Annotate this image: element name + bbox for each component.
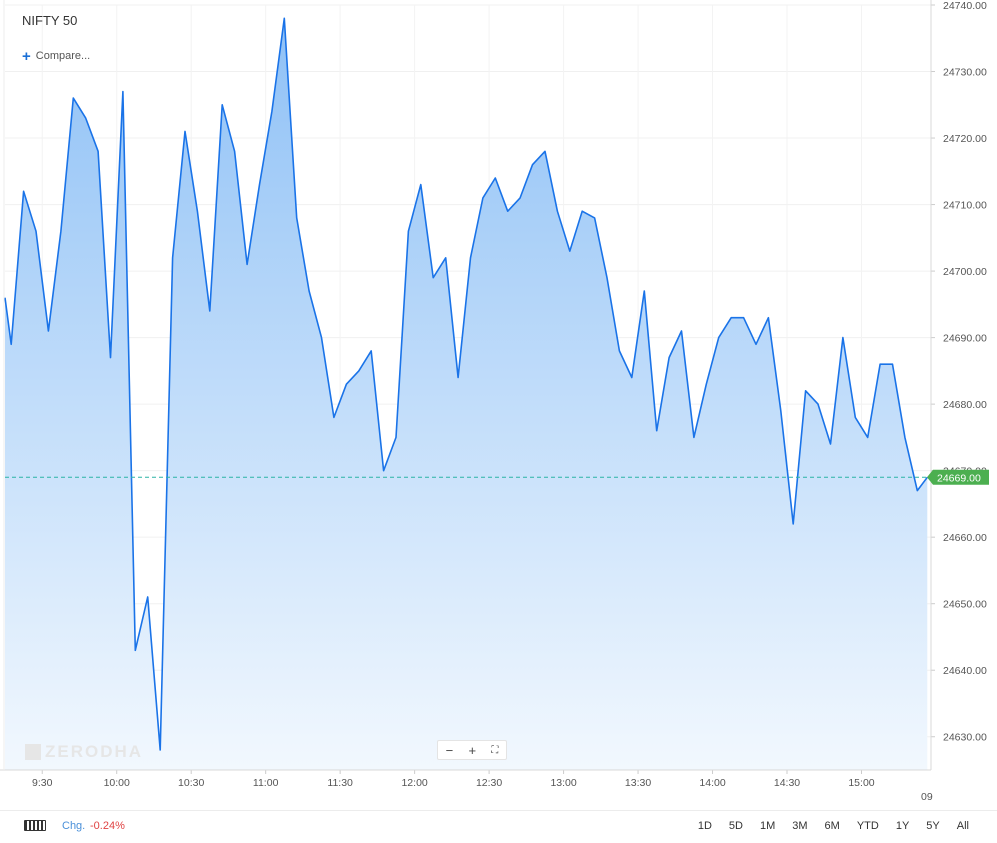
period-5d[interactable]: 5D — [728, 820, 743, 832]
x-tick-label: 15:00 — [848, 777, 874, 789]
area-fill — [5, 18, 928, 771]
footer-bar: Chg. -0.24% 1D 5D 1M 3M 6M YTD 1Y 5Y All — [0, 810, 997, 843]
y-tick-label: 24740.00 — [943, 0, 987, 12]
price-chart[interactable]: 24630.0024640.0024650.0024660.0024670.00… — [0, 0, 997, 810]
y-tick-label: 24660.00 — [943, 532, 987, 544]
x-tick-label: 12:00 — [401, 777, 427, 789]
y-tick-label: 24630.00 — [943, 732, 987, 744]
period-5y[interactable]: 5Y — [926, 820, 940, 832]
y-tick-label: 24690.00 — [943, 333, 987, 345]
x-tick-label: 10:00 — [104, 777, 130, 789]
period-selector: 1D 5D 1M 3M 6M YTD 1Y 5Y All — [681, 820, 969, 832]
zoom-in-button[interactable]: + — [468, 742, 477, 758]
watermark-text: ZERODHA — [45, 742, 144, 761]
date-label: 09 — [921, 791, 933, 803]
period-3m[interactable]: 3M — [792, 820, 808, 832]
y-tick-label: 24730.00 — [943, 67, 987, 79]
chart-svg[interactable]: 24630.0024640.0024650.0024660.0024670.00… — [0, 0, 997, 810]
period-all[interactable]: All — [956, 820, 969, 832]
keyboard-icon[interactable] — [24, 820, 46, 831]
plus-icon: + — [22, 47, 31, 65]
zerodha-watermark: ZERODHA — [25, 742, 143, 762]
change-value: -0.24% — [90, 820, 125, 832]
period-1d[interactable]: 1D — [697, 820, 712, 832]
x-tick-label: 11:00 — [253, 777, 279, 789]
x-tick-label: 14:00 — [699, 777, 725, 789]
period-1y[interactable]: 1Y — [895, 820, 910, 832]
zerodha-logo-icon — [25, 744, 41, 760]
x-tick-label: 13:30 — [625, 777, 651, 789]
period-1m[interactable]: 1M — [759, 820, 776, 832]
fullscreen-icon[interactable]: ⛶ — [491, 744, 499, 756]
compare-label: Compare... — [35, 50, 91, 62]
period-6m[interactable]: 6M — [824, 820, 840, 832]
x-tick-label: 13:00 — [550, 777, 576, 789]
y-tick-label: 24720.00 — [943, 133, 987, 145]
y-tick-label: 24680.00 — [943, 399, 987, 411]
x-tick-label: 12:30 — [476, 777, 502, 789]
zoom-out-button[interactable]: − — [445, 742, 454, 758]
change-label: Chg. — [62, 820, 86, 832]
x-tick-label: 10:30 — [178, 777, 204, 789]
x-tick-label: 11:30 — [327, 777, 353, 789]
x-tick-label: 9:30 — [32, 777, 53, 789]
current-price-badge — [927, 469, 989, 485]
y-tick-label: 24710.00 — [943, 200, 987, 212]
series-line — [4, 17, 928, 751]
y-tick-label: 24640.00 — [943, 665, 987, 677]
y-tick-label: 24650.00 — [943, 599, 987, 611]
period-ytd[interactable]: YTD — [856, 820, 879, 832]
y-tick-label: 24700.00 — [943, 266, 987, 278]
compare-button[interactable]: + Compare... — [22, 47, 91, 65]
zoom-controls: − + ⛶ — [437, 740, 507, 760]
chart-title: NIFTY 50 — [22, 13, 78, 28]
current-price-label: 24669.00 — [937, 472, 981, 484]
x-tick-label: 14:30 — [774, 777, 800, 789]
